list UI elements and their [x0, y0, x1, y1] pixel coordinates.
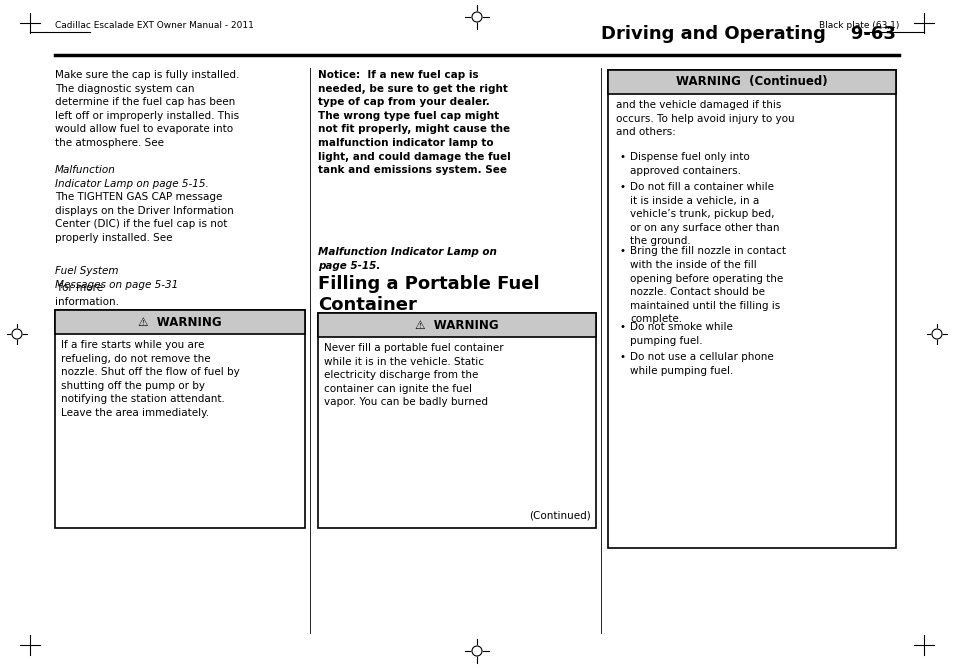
- Bar: [607, 70, 895, 94]
- Bar: [317, 313, 596, 528]
- Text: ⚠  WARNING: ⚠ WARNING: [415, 319, 498, 331]
- Text: Do not smoke while
pumping fuel.: Do not smoke while pumping fuel.: [629, 323, 732, 346]
- Text: Never fill a portable fuel container
while it is in the vehicle. Static
electric: Never fill a portable fuel container whi…: [324, 343, 503, 407]
- Bar: [607, 70, 895, 548]
- Text: Malfunction Indicator Lamp on
page 5-15.: Malfunction Indicator Lamp on page 5-15.: [317, 247, 497, 271]
- Text: If a fire starts while you are
refueling, do not remove the
nozzle. Shut off the: If a fire starts while you are refueling…: [61, 340, 239, 418]
- Text: Dispense fuel only into
approved containers.: Dispense fuel only into approved contain…: [629, 152, 749, 176]
- Text: Driving and Operating    9-63: Driving and Operating 9-63: [600, 25, 895, 43]
- Bar: [317, 313, 596, 337]
- Text: Black plate (63,1): Black plate (63,1): [818, 21, 898, 29]
- Text: •: •: [619, 353, 625, 363]
- Circle shape: [12, 329, 22, 339]
- Text: Make sure the cap is fully installed.
The diagnostic system can
determine if the: Make sure the cap is fully installed. Th…: [55, 70, 239, 148]
- Text: Malfunction
Indicator Lamp on page 5-15.: Malfunction Indicator Lamp on page 5-15.: [55, 165, 209, 188]
- Text: WARNING  (Continued): WARNING (Continued): [676, 75, 827, 88]
- Text: Filling a Portable Fuel
Container: Filling a Portable Fuel Container: [317, 275, 539, 314]
- Bar: [55, 310, 305, 334]
- Text: Do not use a cellular phone
while pumping fuel.: Do not use a cellular phone while pumpin…: [629, 353, 773, 376]
- Bar: [55, 310, 305, 528]
- Circle shape: [472, 646, 481, 656]
- Text: ⚠  WARNING: ⚠ WARNING: [138, 315, 222, 329]
- Text: Fuel System
Messages on page 5-31: Fuel System Messages on page 5-31: [55, 266, 178, 290]
- Text: •: •: [619, 182, 625, 192]
- Text: •: •: [619, 246, 625, 257]
- Text: •: •: [619, 152, 625, 162]
- Circle shape: [931, 329, 941, 339]
- Text: (Continued): (Continued): [529, 510, 590, 520]
- Text: Bring the fill nozzle in contact
with the inside of the fill
opening before oper: Bring the fill nozzle in contact with th…: [629, 246, 785, 325]
- Text: Do not fill a container while
it is inside a vehicle, in a
vehicle’s trunk, pick: Do not fill a container while it is insi…: [629, 182, 779, 246]
- Circle shape: [472, 12, 481, 22]
- Text: The TIGHTEN GAS CAP message
displays on the Driver Information
Center (DIC) if t: The TIGHTEN GAS CAP message displays on …: [55, 192, 233, 242]
- Text: and the vehicle damaged if this
occurs. To help avoid injury to you
and others:: and the vehicle damaged if this occurs. …: [616, 100, 794, 137]
- Text: for more
information.: for more information.: [55, 283, 119, 307]
- Text: Cadillac Escalade EXT Owner Manual - 2011: Cadillac Escalade EXT Owner Manual - 201…: [55, 21, 253, 29]
- Text: Notice:  If a new fuel cap is
needed, be sure to get the right
type of cap from : Notice: If a new fuel cap is needed, be …: [317, 70, 510, 189]
- Text: •: •: [619, 323, 625, 333]
